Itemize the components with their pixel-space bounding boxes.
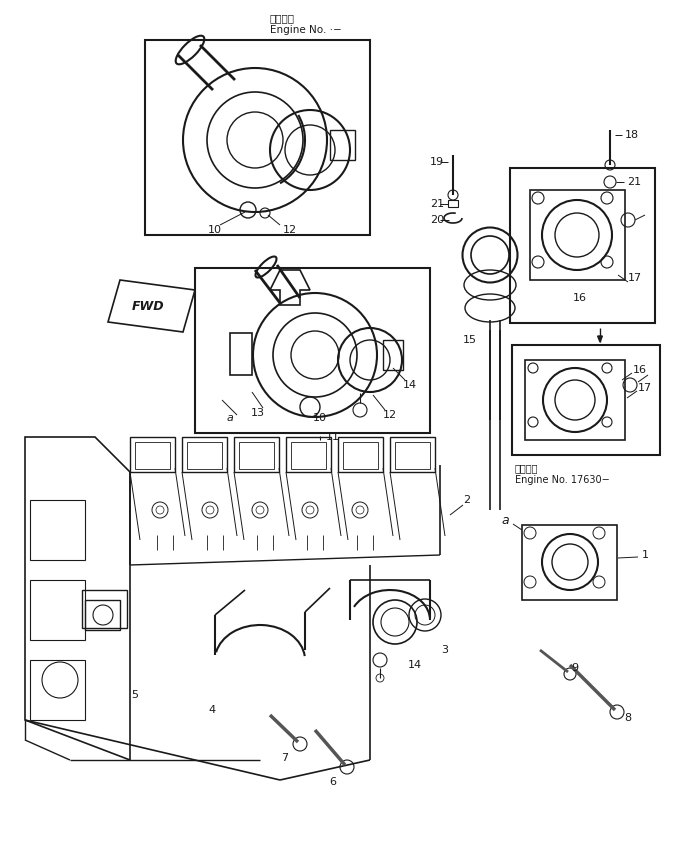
Bar: [291, 442, 326, 469]
Bar: [30, 580, 85, 640]
Bar: [187, 442, 222, 469]
Text: 6: 6: [330, 777, 336, 787]
Bar: [383, 340, 403, 370]
Text: a: a: [227, 413, 234, 423]
Bar: [395, 442, 430, 469]
Text: 13: 13: [251, 408, 265, 418]
Text: 2: 2: [464, 495, 471, 505]
Text: 21: 21: [430, 199, 444, 209]
Text: 11: 11: [326, 432, 340, 442]
Text: 8: 8: [624, 713, 631, 723]
Bar: [82, 590, 127, 628]
Bar: [30, 500, 85, 560]
Text: a: a: [501, 514, 509, 526]
Text: 10: 10: [313, 413, 327, 423]
Text: 12: 12: [283, 225, 297, 235]
Text: 14: 14: [408, 660, 422, 670]
Text: 12: 12: [383, 410, 397, 420]
Text: 適用号機: 適用号機: [270, 13, 295, 23]
Text: 17: 17: [638, 383, 652, 393]
Text: 10: 10: [208, 225, 222, 235]
Bar: [145, 40, 370, 235]
Text: 15: 15: [463, 335, 477, 345]
Text: FWD: FWD: [131, 301, 164, 313]
Text: 4: 4: [208, 705, 216, 715]
Bar: [239, 442, 274, 469]
Bar: [512, 345, 660, 455]
Text: 19: 19: [430, 157, 444, 167]
Bar: [182, 437, 227, 472]
Bar: [30, 660, 85, 720]
Text: 3: 3: [441, 645, 449, 655]
Text: 7: 7: [281, 753, 289, 763]
Text: 21: 21: [627, 177, 641, 187]
Polygon shape: [598, 336, 603, 342]
Text: Engine No. 17630−: Engine No. 17630−: [515, 475, 609, 485]
Text: 1: 1: [642, 550, 648, 560]
Bar: [525, 360, 625, 440]
Text: 16: 16: [573, 293, 587, 303]
Text: 9: 9: [571, 663, 579, 673]
Bar: [390, 437, 435, 472]
Bar: [343, 442, 378, 469]
Text: 14: 14: [403, 380, 417, 390]
Polygon shape: [270, 270, 310, 305]
Text: Engine No. ·−: Engine No. ·−: [270, 25, 342, 35]
Text: 18: 18: [625, 130, 639, 140]
Bar: [522, 525, 617, 600]
Bar: [85, 600, 120, 630]
Bar: [130, 437, 175, 472]
Text: 17: 17: [628, 273, 642, 283]
Text: 16: 16: [633, 365, 647, 375]
Bar: [195, 268, 430, 433]
Bar: [230, 333, 252, 375]
Bar: [286, 437, 331, 472]
Bar: [338, 437, 383, 472]
Bar: [510, 168, 655, 323]
Bar: [234, 437, 279, 472]
Text: 20: 20: [430, 215, 444, 225]
Bar: [135, 442, 170, 469]
Bar: [448, 200, 458, 207]
Bar: [330, 130, 355, 160]
Text: 適用号機: 適用号機: [515, 463, 539, 473]
Polygon shape: [108, 280, 195, 332]
Bar: [530, 190, 625, 280]
Text: 5: 5: [131, 690, 138, 700]
